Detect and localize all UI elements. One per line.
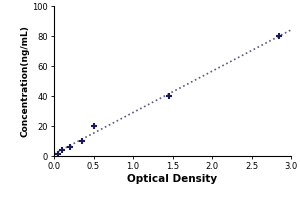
X-axis label: Optical Density: Optical Density xyxy=(128,174,218,184)
Y-axis label: Concentration(ng/mL): Concentration(ng/mL) xyxy=(20,25,29,137)
